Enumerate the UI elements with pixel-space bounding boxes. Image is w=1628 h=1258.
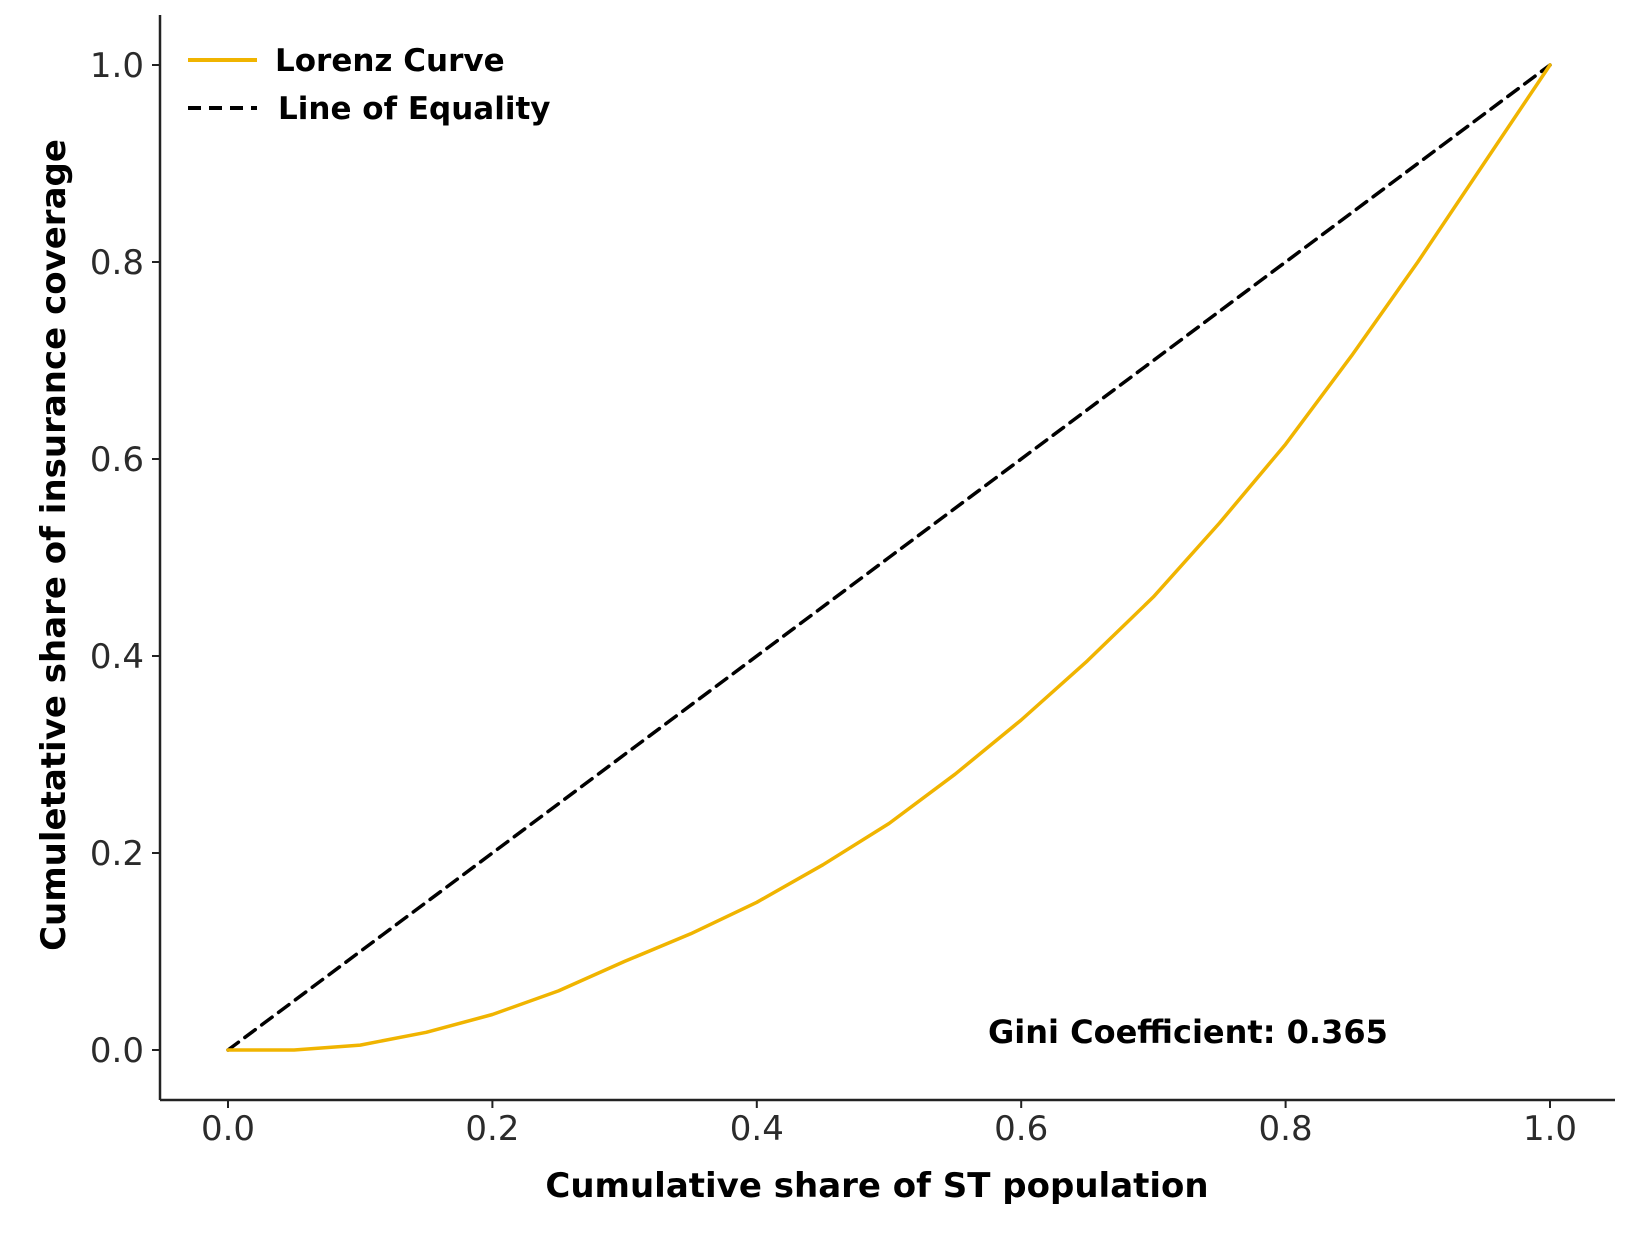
y-axis-title: Cumuletative share of insurance coverage (34, 139, 74, 951)
x-tick-label: 0.2 (465, 1109, 519, 1149)
lorenz-curve-line (226, 63, 1552, 1052)
y-tick-label: 0.6 (90, 440, 144, 480)
x-tick-label: 0.0 (201, 1109, 255, 1149)
equality-line (226, 63, 1552, 1052)
legend-label-lorenz: Lorenz Curve (275, 43, 505, 79)
x-tick-label: 0.4 (730, 1109, 784, 1149)
y-tick-label: 1.0 (90, 46, 144, 86)
x-tick-label: 1.0 (1523, 1109, 1577, 1149)
y-tick-label: 0.4 (90, 637, 144, 677)
legend-label-equality: Line of Equality (278, 91, 550, 127)
x-tick-label: 0.6 (994, 1109, 1048, 1149)
plot-area: 0.0 0.2 0.4 0.6 0.8 1.0 0.0 0.2 0.4 0.6 0.8 1.0 (90, 15, 1615, 1149)
x-tick-label: 0.8 (1259, 1109, 1313, 1149)
y-tick-label: 0.8 (90, 243, 144, 283)
gini-annotation: Gini Coefficient: 0.365 (988, 1013, 1388, 1051)
legend: Lorenz Curve Line of Equality (188, 43, 550, 127)
x-axis-title: Cumulative share of ST population (545, 1166, 1208, 1206)
y-tick-label: 0.0 (90, 1031, 144, 1071)
series-layer (226, 63, 1552, 1052)
x-ticks: 0.0 0.2 0.4 0.6 0.8 1.0 (201, 1100, 1577, 1149)
y-tick-label: 0.2 (90, 834, 144, 874)
y-ticks: 0.0 0.2 0.4 0.6 0.8 1.0 (90, 46, 160, 1071)
